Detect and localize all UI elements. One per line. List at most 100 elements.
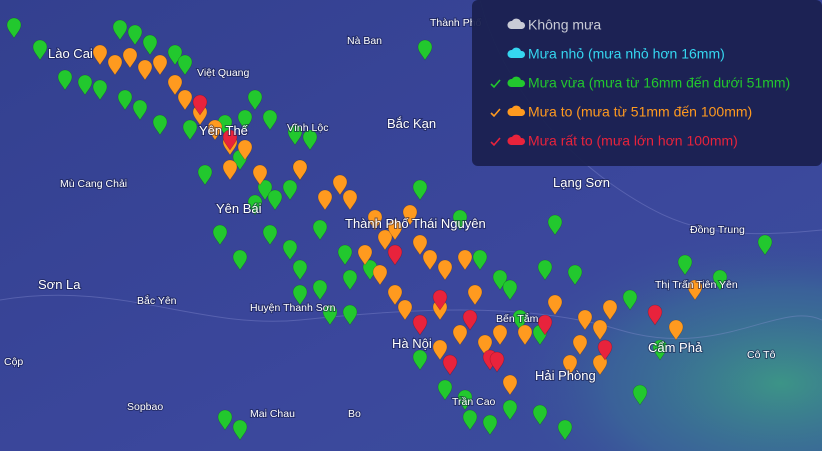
rain-marker[interactable] — [107, 54, 123, 76]
rain-marker[interactable] — [677, 254, 693, 276]
rain-marker[interactable] — [127, 24, 143, 46]
rain-marker[interactable] — [532, 404, 548, 426]
rain-marker[interactable] — [652, 339, 668, 361]
rain-marker[interactable] — [757, 234, 773, 256]
rain-marker[interactable] — [457, 389, 473, 411]
rain-marker[interactable] — [577, 309, 593, 331]
rain-marker[interactable] — [292, 284, 308, 306]
rain-marker[interactable] — [602, 299, 618, 321]
rain-marker[interactable] — [412, 349, 428, 371]
rain-marker[interactable] — [472, 249, 488, 271]
rain-marker[interactable] — [332, 174, 348, 196]
rain-marker[interactable] — [292, 259, 308, 281]
rain-marker[interactable] — [592, 354, 608, 376]
rain-marker[interactable] — [467, 284, 483, 306]
rain-marker[interactable] — [712, 269, 728, 291]
rain-marker[interactable] — [547, 214, 563, 236]
rain-marker[interactable] — [572, 334, 588, 356]
rain-marker[interactable] — [207, 119, 223, 141]
rain-marker[interactable] — [197, 164, 213, 186]
rain-marker[interactable] — [647, 304, 663, 326]
rain-marker[interactable] — [232, 249, 248, 271]
legend-item[interactable]: Mưa vừa (mưa từ 16mm đến dưới 51mm) — [490, 75, 790, 91]
rain-marker[interactable] — [302, 129, 318, 151]
rain-marker[interactable] — [502, 399, 518, 421]
rain-marker[interactable] — [92, 44, 108, 66]
legend-item[interactable]: Mưa rất to (mưa lớn hơn 100mm) — [490, 133, 738, 149]
rain-marker[interactable] — [442, 354, 458, 376]
rain-marker[interactable] — [502, 279, 518, 301]
rain-marker[interactable] — [537, 259, 553, 281]
rain-marker[interactable] — [387, 219, 403, 241]
rain-marker[interactable] — [387, 244, 403, 266]
rain-marker[interactable] — [262, 224, 278, 246]
rain-marker[interactable] — [122, 47, 138, 69]
rain-marker[interactable] — [547, 294, 563, 316]
rain-marker[interactable] — [247, 194, 263, 216]
rain-marker[interactable] — [357, 244, 373, 266]
rain-marker[interactable] — [312, 219, 328, 241]
rain-marker[interactable] — [152, 114, 168, 136]
legend-item[interactable]: Mưa nhỏ (mưa nhỏ hơn 16mm) — [507, 46, 725, 62]
rain-marker[interactable] — [6, 17, 22, 39]
rain-marker[interactable] — [489, 351, 505, 373]
rain-marker[interactable] — [412, 234, 428, 256]
rain-marker[interactable] — [212, 224, 228, 246]
rain-marker[interactable] — [597, 339, 613, 361]
rain-marker[interactable] — [237, 109, 253, 131]
rain-marker[interactable] — [622, 289, 638, 311]
rain-marker[interactable] — [222, 129, 238, 151]
rain-marker[interactable] — [177, 54, 193, 76]
rain-marker[interactable] — [152, 54, 168, 76]
rain-marker[interactable] — [567, 264, 583, 286]
rain-marker[interactable] — [462, 409, 478, 431]
rain-marker[interactable] — [192, 94, 208, 116]
rain-marker[interactable] — [412, 179, 428, 201]
rain-marker[interactable] — [222, 159, 238, 181]
rain-marker[interactable] — [372, 264, 388, 286]
rain-marker[interactable] — [452, 209, 468, 231]
rain-marker[interactable] — [477, 334, 493, 356]
rain-marker[interactable] — [282, 179, 298, 201]
rain-marker[interactable] — [402, 204, 418, 226]
rain-marker[interactable] — [282, 239, 298, 261]
rain-marker[interactable] — [492, 324, 508, 346]
rain-marker[interactable] — [377, 229, 393, 251]
rain-marker[interactable] — [287, 124, 303, 146]
rain-marker[interactable] — [387, 284, 403, 306]
rain-marker[interactable] — [317, 189, 333, 211]
rain-marker[interactable] — [557, 419, 573, 441]
rain-marker[interactable] — [632, 384, 648, 406]
rain-marker[interactable] — [167, 74, 183, 96]
rain-marker[interactable] — [437, 259, 453, 281]
rain-marker[interactable] — [668, 319, 684, 341]
rain-marker[interactable] — [237, 139, 253, 161]
rain-marker[interactable] — [517, 324, 533, 346]
rain-marker[interactable] — [502, 374, 518, 396]
legend-item[interactable]: Mưa to (mưa từ 51mm đến 100mm) — [490, 104, 752, 120]
rain-marker[interactable] — [182, 119, 198, 141]
rain-marker[interactable] — [252, 164, 268, 186]
rain-marker[interactable] — [687, 279, 703, 301]
rain-marker[interactable] — [92, 79, 108, 101]
rain-marker[interactable] — [292, 159, 308, 181]
rain-marker[interactable] — [512, 309, 528, 331]
rain-marker[interactable] — [57, 69, 73, 91]
rain-marker[interactable] — [422, 249, 438, 271]
rain-marker[interactable] — [342, 269, 358, 291]
rain-marker[interactable] — [177, 89, 193, 111]
rain-marker[interactable] — [457, 249, 473, 271]
rain-marker[interactable] — [432, 289, 448, 311]
rain-marker[interactable] — [342, 189, 358, 211]
rain-marker[interactable] — [417, 39, 433, 61]
rain-marker[interactable] — [77, 74, 93, 96]
rain-marker[interactable] — [312, 279, 328, 301]
rain-marker[interactable] — [322, 304, 338, 326]
rain-marker[interactable] — [142, 34, 158, 56]
rain-marker[interactable] — [562, 354, 578, 376]
rain-marker[interactable] — [367, 209, 383, 231]
rain-marker[interactable] — [397, 299, 413, 321]
rain-marker[interactable] — [337, 244, 353, 266]
rain-marker[interactable] — [132, 99, 148, 121]
rain-marker[interactable] — [342, 304, 358, 326]
